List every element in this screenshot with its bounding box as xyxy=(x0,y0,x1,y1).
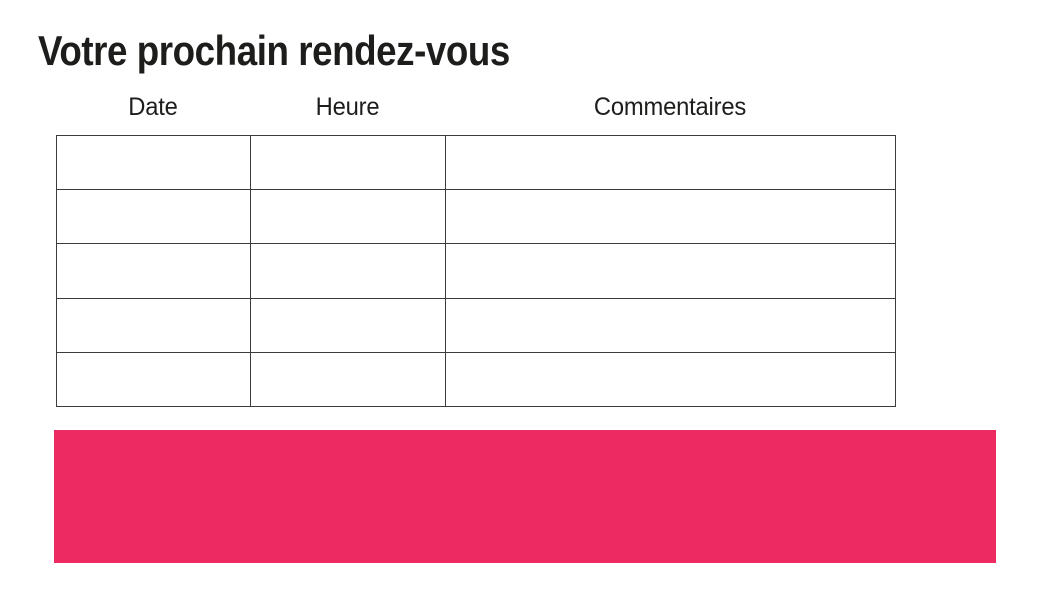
table-cell-date xyxy=(56,297,251,353)
table-cell-heure xyxy=(250,351,446,408)
table-row xyxy=(56,351,896,408)
page-title: Votre prochain rendez-vous xyxy=(38,27,510,74)
table-cell-commentaires xyxy=(445,297,896,353)
table-header-row: Date Heure Commentaires xyxy=(56,93,895,125)
table-cell-date xyxy=(56,134,251,191)
table-cell-heure xyxy=(250,243,446,299)
table-cell-date xyxy=(56,351,251,408)
table-row xyxy=(56,134,896,191)
table-cell-commentaires xyxy=(445,134,896,191)
column-header-heure: Heure xyxy=(315,93,380,121)
table-cell-commentaires xyxy=(445,351,896,408)
table-cell-date xyxy=(56,243,251,299)
table-row xyxy=(56,189,896,245)
table-row xyxy=(56,297,896,353)
table-cell-commentaires xyxy=(445,189,896,245)
table-cell-commentaires xyxy=(445,243,896,299)
column-header-commentaires: Commentaires xyxy=(593,93,747,121)
table-cell-heure xyxy=(250,297,446,353)
table-cell-heure xyxy=(250,189,446,245)
column-header-date: Date xyxy=(128,93,178,121)
pink-banner xyxy=(54,430,996,563)
table-row xyxy=(56,243,896,299)
table-cell-heure xyxy=(250,134,446,191)
table-cell-date xyxy=(56,189,251,245)
appointment-table xyxy=(56,134,896,408)
